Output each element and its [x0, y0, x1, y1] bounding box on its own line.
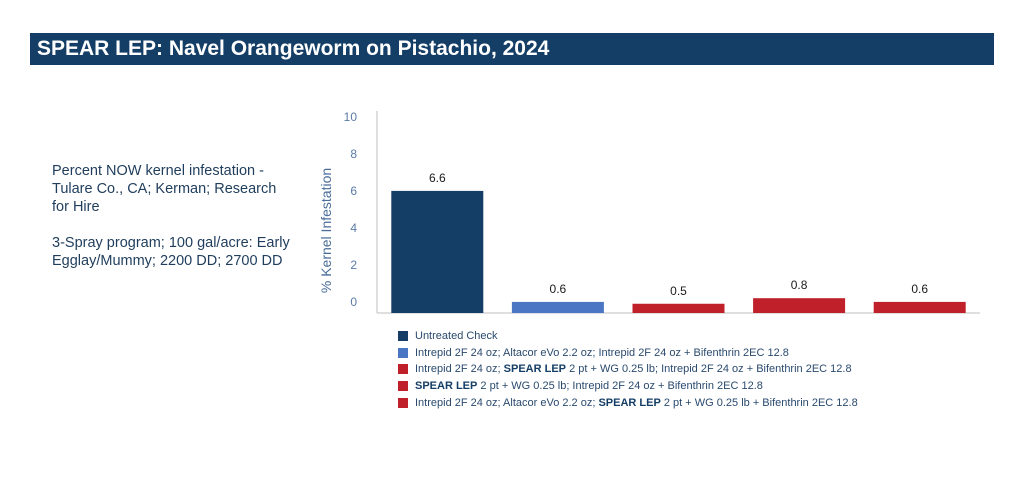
legend-swatch	[398, 364, 408, 375]
legend-swatch	[398, 347, 408, 358]
y-tick-label: 2	[350, 258, 357, 272]
legend-label-text: 2 pt + WG 0.25 lb; Intrepid 2F 24 oz + B…	[477, 380, 763, 393]
y-tick-label: 4	[350, 221, 357, 235]
y-tick-label: 6	[350, 184, 357, 198]
bar	[632, 303, 725, 313]
y-axis-title: % Kernel Infestation	[318, 168, 334, 293]
legend-label: Intrepid 2F 24 oz; SPEAR LEP 2 pt + WG 0…	[415, 363, 852, 375]
bar	[511, 301, 604, 313]
legend-item: Intrepid 2F 24 oz; Altacor eVo 2.2 oz; S…	[398, 394, 858, 411]
legend-label-text: Intrepid 2F 24 oz; Altacor eVo 2.2 oz; I…	[415, 346, 789, 359]
title-bar: SPEAR LEP: Navel Orangeworm on Pistachio…	[30, 33, 994, 65]
legend-swatch	[398, 381, 408, 392]
legend-item: Untreated Check	[398, 328, 858, 345]
legend-item: Intrepid 2F 24 oz; SPEAR LEP 2 pt + WG 0…	[398, 361, 858, 378]
bar-data-label: 6.6	[429, 171, 446, 185]
bar-data-label: 0.6	[911, 282, 928, 296]
y-tick-label: 8	[350, 147, 357, 161]
description-panel: Percent NOW kernel infestation - Tulare …	[52, 162, 292, 288]
legend-label: Intrepid 2F 24 oz; Altacor eVo 2.2 oz; S…	[415, 397, 858, 409]
bar	[873, 301, 966, 313]
bar	[391, 190, 484, 313]
legend-label-bold: SPEAR LEP	[503, 363, 567, 376]
legend-label-text: Intrepid 2F 24 oz; Altacor eVo 2.2 oz;	[415, 396, 599, 409]
legend-label: Intrepid 2F 24 oz; Altacor eVo 2.2 oz; I…	[415, 347, 789, 359]
y-tick-label: 10	[344, 110, 358, 124]
bar-data-label: 0.5	[670, 284, 687, 298]
legend-label-text: 2 pt + WG 0.25 lb + Bifenthrin 2EC 12.8	[660, 396, 858, 409]
description-line-2: 3-Spray program; 100 gal/acre: Early Egg…	[52, 235, 290, 269]
page-title: SPEAR LEP: Navel Orangeworm on Pistachio…	[37, 37, 550, 60]
legend-label: Untreated Check	[415, 330, 498, 342]
legend-swatch	[398, 397, 408, 408]
bar-data-label: 0.6	[550, 282, 567, 296]
chart-legend: Untreated Check Intrepid 2F 24 oz; Altaco…	[398, 328, 858, 411]
legend-label-text: Intrepid 2F 24 oz;	[415, 363, 504, 376]
description-line-1: Percent NOW kernel infestation - Tulare …	[52, 163, 277, 215]
legend-swatch	[398, 331, 408, 342]
y-tick-label: 0	[350, 295, 357, 309]
legend-label-bold: SPEAR LEP	[415, 380, 478, 393]
legend-label-bold: SPEAR LEP	[598, 396, 661, 409]
bar-data-label: 0.8	[791, 278, 808, 292]
legend-label: SPEAR LEP 2 pt + WG 0.25 lb; Intrepid 2F…	[415, 380, 763, 392]
legend-label-text: Untreated Check	[415, 330, 498, 343]
bar	[753, 298, 846, 313]
legend-item: SPEAR LEP 2 pt + WG 0.25 lb; Intrepid 2F…	[398, 378, 858, 395]
legend-label-text: 2 pt + WG 0.25 lb; Intrepid 2F 24 oz + B…	[566, 363, 852, 376]
legend-item: Intrepid 2F 24 oz; Altacor eVo 2.2 oz; I…	[398, 345, 858, 362]
